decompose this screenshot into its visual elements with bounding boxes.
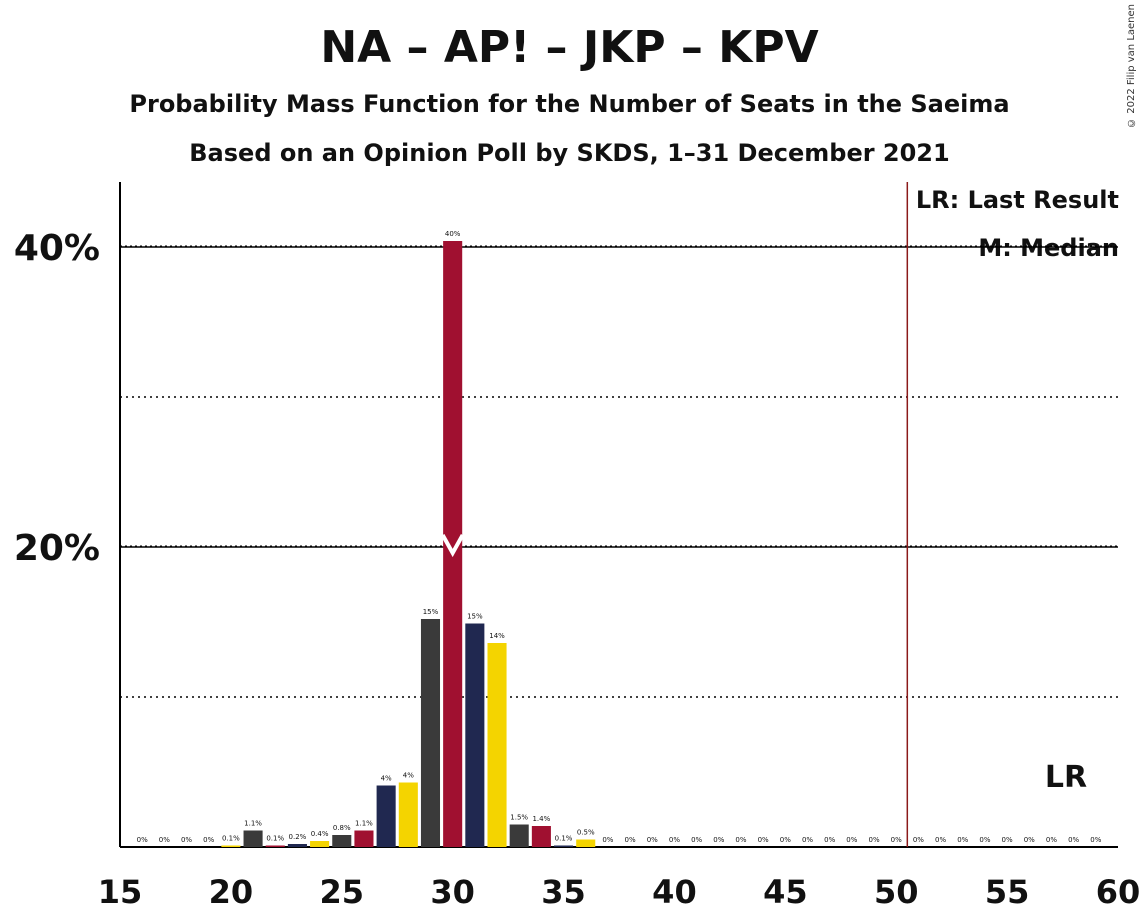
bar-value-label: 0%: [1068, 836, 1079, 844]
bar-value-label: 0%: [1090, 836, 1101, 844]
bar: [509, 824, 529, 847]
bar-value-label: 0%: [159, 836, 170, 844]
bar-value-label: 0%: [713, 836, 724, 844]
y-tick-label: 20%: [14, 528, 100, 569]
bar: [420, 619, 441, 847]
bar-value-label: 0%: [868, 836, 879, 844]
x-tick-label: 25: [320, 873, 365, 911]
bar-value-label: 0%: [602, 836, 613, 844]
bar: [576, 839, 596, 847]
bar: [443, 241, 463, 847]
bar: [354, 830, 374, 847]
x-tick-label: 45: [763, 873, 808, 911]
bar-value-label: 15%: [467, 613, 483, 621]
x-tick-label: 40: [652, 873, 697, 911]
bar-value-label: 0%: [203, 836, 214, 844]
bar-value-label: 0%: [935, 836, 946, 844]
bar-value-label: 1.4%: [532, 815, 550, 823]
bar-value-label: 40%: [445, 230, 461, 238]
bar-value-label: 0%: [1046, 836, 1057, 844]
bar-value-label: 0%: [669, 836, 680, 844]
bar: [310, 841, 330, 847]
bar: [465, 623, 485, 847]
bar-value-label: 1.1%: [244, 820, 262, 828]
y-tick-label: 40%: [14, 228, 100, 269]
x-tick-label: 60: [1096, 873, 1139, 911]
bar-value-label: 0%: [802, 836, 813, 844]
x-tick-label: 55: [985, 873, 1030, 911]
bar-value-label: 0%: [735, 836, 746, 844]
bar: [265, 845, 285, 847]
bar-value-label: 0%: [691, 836, 702, 844]
bar-value-label: 0.5%: [577, 829, 595, 837]
bar-value-label: 0%: [979, 836, 990, 844]
bar: [376, 785, 396, 847]
legend-median: M: Median: [978, 234, 1119, 262]
bar-value-label: 0%: [137, 836, 148, 844]
bar-value-label: 0.1%: [555, 835, 573, 843]
bar-value-label: 0.2%: [289, 833, 307, 841]
bar-value-label: 0%: [846, 836, 857, 844]
bar: [332, 835, 352, 847]
bar-value-label: 0%: [780, 836, 791, 844]
median-marker: [440, 534, 465, 558]
bar: [487, 643, 507, 847]
bar-value-label: 0.8%: [333, 824, 351, 832]
x-tick-label: 50: [874, 873, 919, 911]
bar: [398, 782, 418, 847]
bar-value-label: 4%: [381, 775, 392, 783]
x-tick-label: 15: [98, 873, 143, 911]
x-tick-label: 30: [430, 873, 475, 911]
bar-value-label: 0.1%: [266, 835, 284, 843]
bar-value-label: 0.1%: [222, 835, 240, 843]
bar-value-label: 0%: [1002, 836, 1013, 844]
bar: [554, 845, 574, 847]
bar: [531, 826, 551, 847]
chart-title: NA – AP! – JKP – KPV: [320, 22, 819, 73]
bar-value-label: 0.4%: [311, 830, 329, 838]
bar-value-label: 14%: [489, 632, 505, 640]
chart-subtitle-poll: Based on an Opinion Poll by SKDS, 1–31 D…: [189, 139, 950, 167]
last-result-label: LR: [1045, 760, 1087, 795]
chart-subtitle: Probability Mass Function for the Number…: [129, 90, 1010, 118]
bar-value-label: 0%: [913, 836, 924, 844]
bar-value-label: 0%: [181, 836, 192, 844]
bar: [221, 845, 241, 847]
bar-value-label: 0%: [647, 836, 658, 844]
bar-value-label: 0%: [625, 836, 636, 844]
x-tick-label: 35: [541, 873, 586, 911]
bar-value-label: 0%: [957, 836, 968, 844]
bar-value-label: 15%: [423, 608, 439, 616]
bar-value-label: 1.1%: [355, 820, 373, 828]
bar-value-label: 0%: [824, 836, 835, 844]
bar: [287, 844, 307, 847]
bar-value-label: 4%: [403, 772, 414, 780]
bar-value-label: 0%: [758, 836, 769, 844]
bar-value-label: 0%: [1024, 836, 1035, 844]
legend-last-result: LR: Last Result: [915, 186, 1119, 214]
bar-value-label: 1.5%: [510, 814, 528, 822]
x-tick-label: 20: [209, 873, 254, 911]
bar: [243, 830, 263, 847]
bar-value-label: 0%: [891, 836, 902, 844]
